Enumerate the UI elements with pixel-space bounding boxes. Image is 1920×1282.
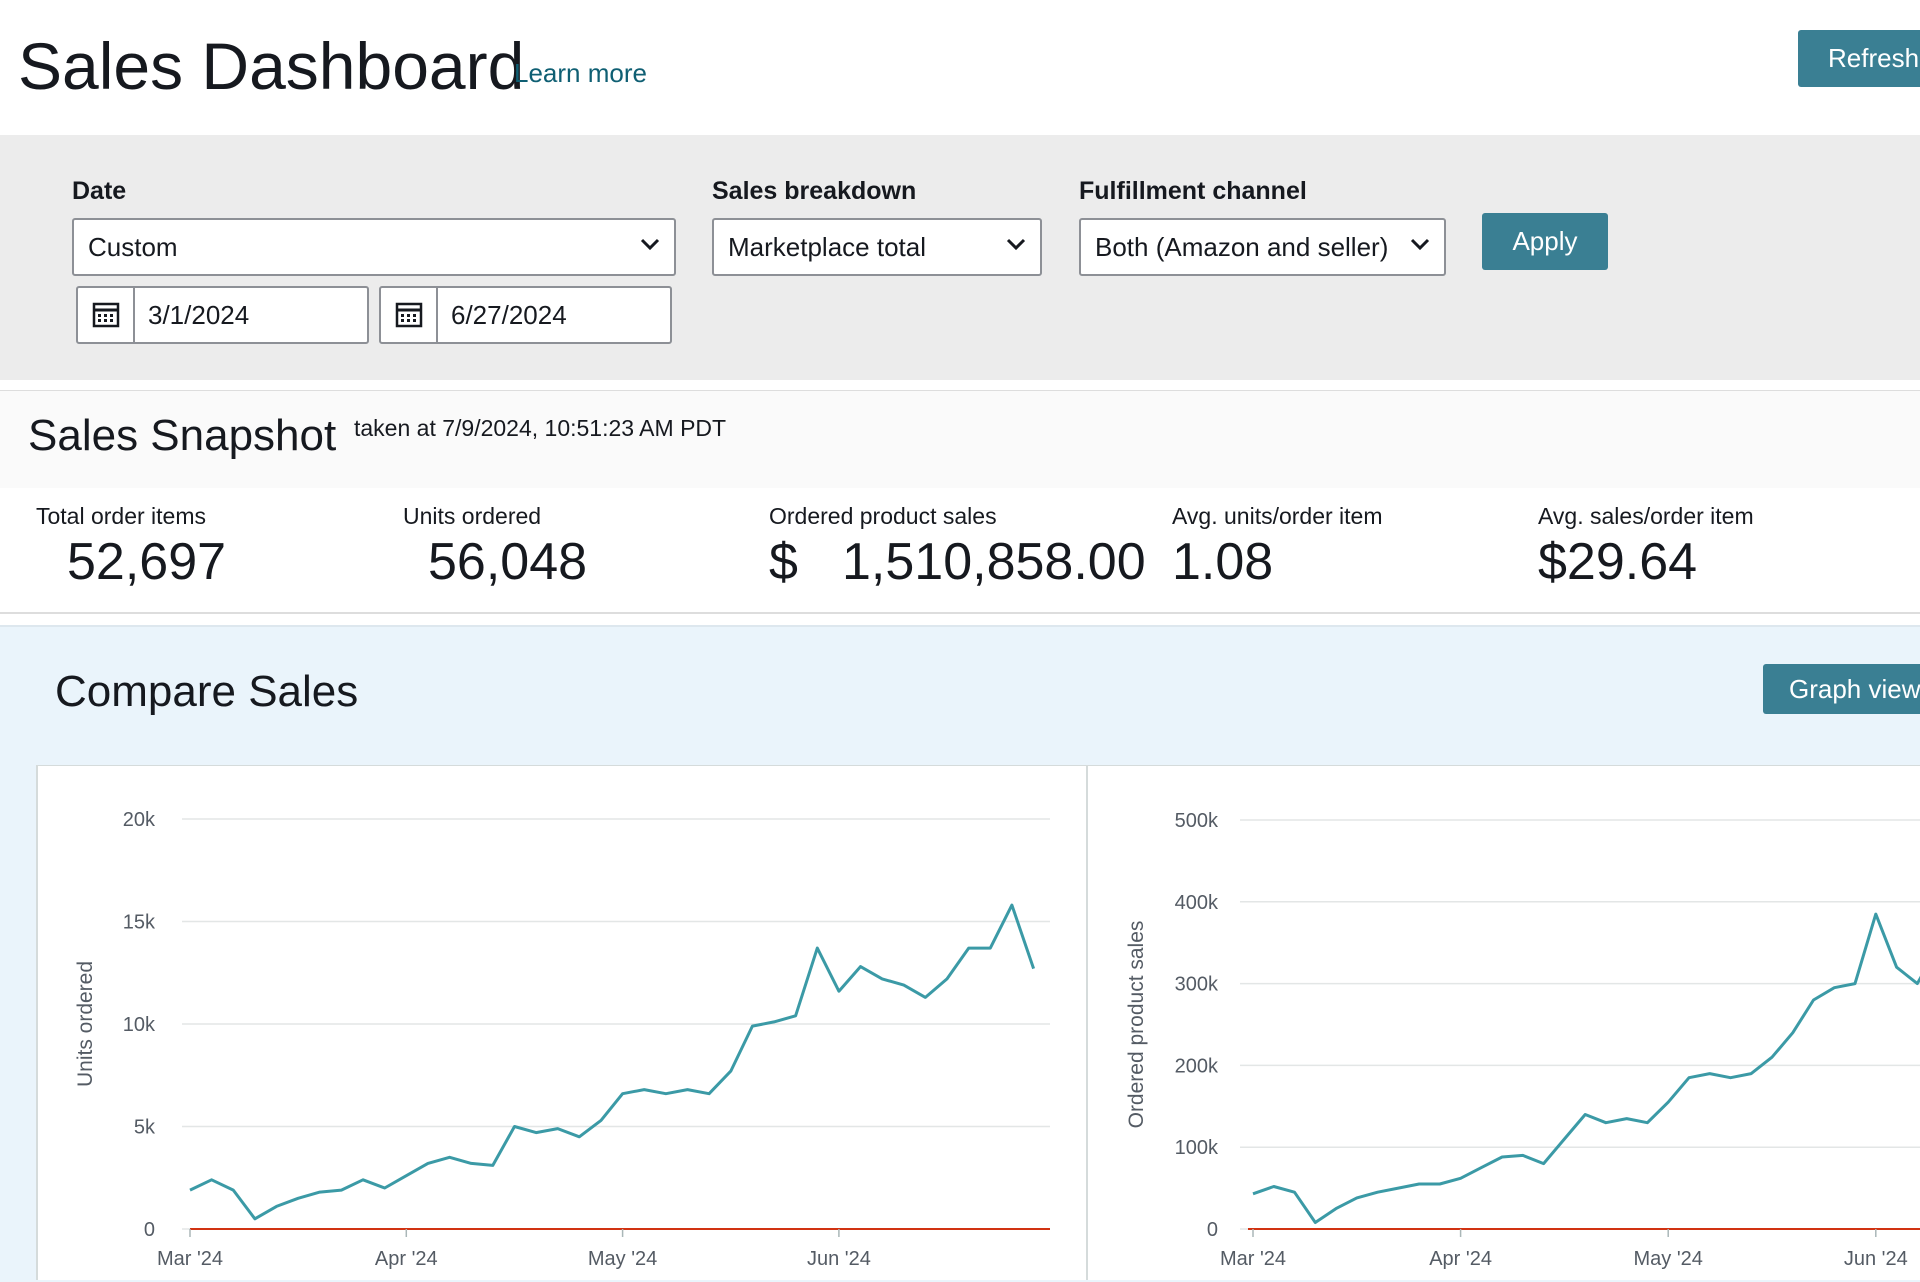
- x-tick-label: Mar '24: [1220, 1248, 1286, 1270]
- start-date-input[interactable]: 3/1/2024: [76, 286, 369, 344]
- date-select[interactable]: Custom: [72, 218, 676, 276]
- end-date: 6/27/2024: [451, 299, 567, 330]
- chart-panel: [36, 765, 1088, 1280]
- x-tick-label: Apr '24: [375, 1248, 438, 1270]
- y-tick-label: 500k: [1175, 810, 1219, 832]
- metric-label: Avg. sales/order item: [1538, 503, 1754, 529]
- metric-value: 56,048: [428, 533, 588, 591]
- data-line: [1252, 912, 1920, 1224]
- charts: 0 5k 10k 15k 20k Units ordered Mar '24 Apr '24 M…: [36, 765, 1920, 1280]
- metric-label: Total order items: [36, 503, 207, 529]
- sales-breakdown-label: Sales breakdown: [712, 177, 917, 205]
- y-tick-label: 15k: [123, 912, 156, 934]
- y-tick-label: 400k: [1175, 892, 1219, 914]
- x-tick-label: Jun '24: [807, 1248, 871, 1270]
- compare-title: Compare Sales: [55, 667, 359, 716]
- y-tick-label: 20k: [123, 809, 156, 831]
- refresh-button[interactable]: Refresh: [1798, 30, 1920, 87]
- fulfillment-select[interactable]: Both (Amazon and seller): [1079, 218, 1446, 276]
- y-tick-label: 300k: [1175, 974, 1219, 996]
- metric-value: 1,510,858.00: [842, 533, 1146, 591]
- x-tick-label: May '24: [588, 1248, 657, 1270]
- x-tick-label: Jun '24: [1844, 1248, 1908, 1270]
- y-tick-label: 10k: [123, 1014, 156, 1036]
- metric-value: 52,697: [67, 533, 227, 591]
- x-tick-label: Apr '24: [1429, 1248, 1492, 1270]
- chart-panel: [1086, 765, 1920, 1280]
- y-tick-label: 100k: [1175, 1137, 1219, 1159]
- fulfillment-label: Fulfillment channel: [1079, 177, 1307, 205]
- y-tick-label: 5k: [134, 1117, 156, 1139]
- date-label: Date: [72, 177, 127, 205]
- calendar-icon: [395, 288, 438, 342]
- y-tick-label: 200k: [1175, 1055, 1219, 1077]
- snapshot-header: Sales Snapshot taken at 7/9/2024, 10:51:…: [0, 390, 1920, 489]
- chevron: [1410, 238, 1430, 251]
- chevron: [640, 238, 660, 251]
- y-axis-title: Ordered product sales: [1125, 921, 1148, 1129]
- filter-panel: Date Custom 3/1/2024 6/27/2024 Sales bre…: [0, 135, 1920, 380]
- y-tick-label: 0: [1207, 1219, 1218, 1241]
- metric-value: 1.08: [1172, 533, 1274, 591]
- date-value: Custom: [88, 231, 178, 262]
- end-date-input[interactable]: 6/27/2024: [379, 286, 672, 344]
- sales-breakdown-value: Marketplace total: [728, 231, 926, 262]
- fulfillment-value: Both (Amazon and seller): [1095, 231, 1389, 262]
- learn-more-link[interactable]: Learn more: [514, 58, 647, 88]
- graph-view-button[interactable]: Graph view: [1763, 664, 1920, 714]
- sales-breakdown-select[interactable]: Marketplace total: [712, 218, 1042, 276]
- x-tick-label: Mar '24: [157, 1248, 223, 1270]
- data-line: [189, 903, 1036, 1221]
- apply-button[interactable]: Apply: [1482, 213, 1608, 270]
- metric-currency: $: [769, 533, 798, 591]
- calendar-icon: [92, 288, 135, 342]
- metric-value: $29.64: [1538, 533, 1698, 591]
- chevron: [1006, 238, 1026, 251]
- y-tick-label: 0: [144, 1219, 155, 1241]
- metric-label: Units ordered: [403, 503, 542, 529]
- start-date: 3/1/2024: [148, 299, 250, 330]
- x-tick-label: May '24: [1633, 1248, 1702, 1270]
- snapshot-time: taken at 7/9/2024, 10:51:23 AM PDT: [354, 415, 727, 441]
- metric-label: Avg. units/order item: [1172, 503, 1383, 529]
- metrics-row: Total order items 52,697 Units ordered 5…: [0, 488, 1920, 614]
- metric-label: Ordered product sales: [769, 503, 997, 529]
- snapshot-title: Sales Snapshot: [28, 411, 337, 460]
- page-title: Sales Dashboard: [18, 29, 525, 103]
- y-axis-title: Units ordered: [74, 961, 97, 1087]
